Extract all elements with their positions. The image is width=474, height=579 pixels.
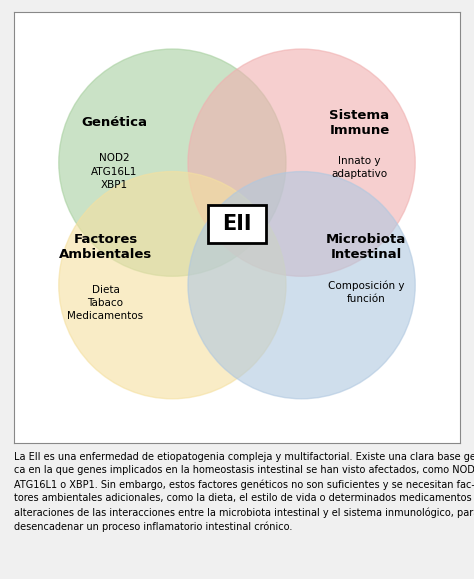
Circle shape	[188, 49, 415, 276]
Circle shape	[59, 49, 286, 276]
Text: EII: EII	[222, 214, 252, 234]
Circle shape	[188, 171, 415, 399]
Text: Genética: Genética	[82, 116, 147, 129]
Bar	[208, 205, 266, 243]
Circle shape	[59, 171, 286, 399]
Text: Factores
Ambientales: Factores Ambientales	[59, 233, 152, 261]
Text: La EII es una enfermedad de etiopatogenia compleja y multifactorial. Existe una : La EII es una enfermedad de etiopatogeni…	[14, 451, 474, 532]
Text: NOD2
ATG16L1
XBP1: NOD2 ATG16L1 XBP1	[91, 153, 137, 190]
Text: Dieta
Tabaco
Medicamentos: Dieta Tabaco Medicamentos	[67, 285, 144, 321]
Text: Microbiota
Intestinal: Microbiota Intestinal	[326, 233, 406, 261]
Text: Innato y
adaptativo: Innato y adaptativo	[331, 156, 388, 179]
Text: Composición y
función: Composición y función	[328, 280, 404, 304]
Text: Sistema
Immune: Sistema Immune	[329, 108, 390, 137]
